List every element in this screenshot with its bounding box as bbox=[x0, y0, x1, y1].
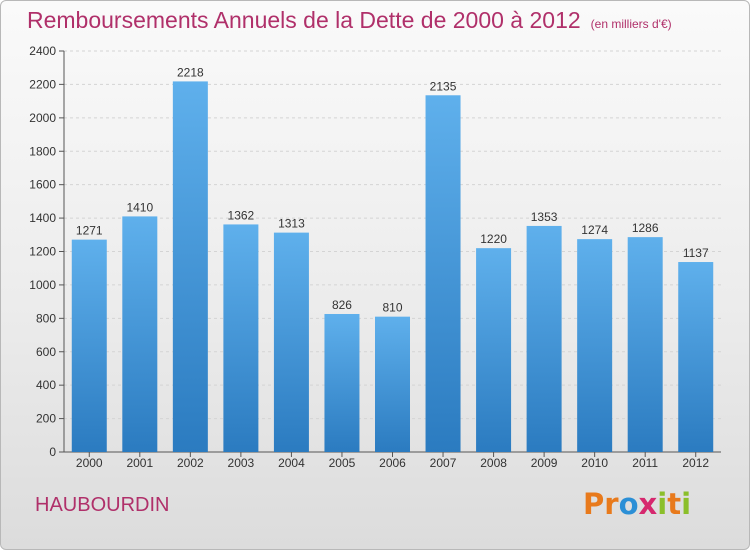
x-tick-label: 2011 bbox=[632, 456, 658, 470]
bar-value-label: 1410 bbox=[126, 200, 153, 214]
logo-letter: r bbox=[604, 487, 619, 521]
chart-title: Remboursements Annuels de la Dette de 20… bbox=[27, 7, 672, 34]
x-tick-label: 2009 bbox=[531, 456, 558, 470]
logo-letter: i bbox=[657, 487, 668, 521]
bar-value-label: 810 bbox=[382, 301, 402, 315]
bar bbox=[627, 237, 663, 452]
y-tick-label: 400 bbox=[36, 378, 56, 392]
logo-letter: P bbox=[583, 487, 605, 521]
y-tick-label: 600 bbox=[36, 345, 56, 359]
bar bbox=[71, 239, 107, 452]
bar bbox=[324, 313, 360, 452]
y-tick-label: 0 bbox=[49, 445, 56, 459]
bar bbox=[223, 224, 259, 452]
bar bbox=[678, 262, 714, 452]
logo-letter: x bbox=[638, 487, 658, 521]
x-tick-label: 2000 bbox=[76, 456, 103, 470]
logo-letter: t bbox=[667, 487, 682, 521]
y-tick-label: 2200 bbox=[29, 77, 56, 91]
y-tick-label: 1600 bbox=[29, 178, 56, 192]
x-tick-label: 2001 bbox=[126, 456, 153, 470]
bar-value-label: 826 bbox=[332, 298, 352, 312]
x-tick-label: 2002 bbox=[177, 456, 204, 470]
x-tick-label: 2006 bbox=[379, 456, 406, 470]
x-tick-label: 2012 bbox=[682, 456, 709, 470]
logo-letter: i bbox=[681, 487, 692, 521]
y-tick-label: 1000 bbox=[29, 278, 56, 292]
bar bbox=[375, 316, 410, 452]
bar bbox=[425, 95, 461, 452]
x-tick-label: 2007 bbox=[430, 456, 457, 470]
x-tick-label: 2010 bbox=[581, 456, 608, 470]
bar bbox=[577, 239, 613, 452]
y-tick-label: 1400 bbox=[29, 211, 56, 225]
bar-value-label: 1271 bbox=[76, 224, 103, 238]
y-tick-label: 200 bbox=[36, 412, 56, 426]
y-tick-label: 1200 bbox=[29, 245, 56, 259]
bar bbox=[172, 81, 208, 452]
bar bbox=[122, 216, 158, 452]
bar bbox=[526, 225, 562, 452]
bar-value-label: 1220 bbox=[480, 232, 507, 246]
logo-letter: o bbox=[618, 487, 639, 521]
bar-value-label: 1313 bbox=[278, 217, 305, 231]
bar-value-label: 1286 bbox=[632, 221, 659, 235]
city-name: HAUBOURDIN bbox=[35, 494, 170, 516]
x-tick-label: 2008 bbox=[480, 456, 507, 470]
bar-value-label: 2218 bbox=[177, 65, 204, 79]
bar-value-label: 1362 bbox=[228, 208, 255, 222]
bar bbox=[476, 248, 512, 452]
x-tick-label: 2003 bbox=[228, 456, 255, 470]
y-tick-label: 2000 bbox=[29, 111, 56, 125]
chart-title-text: Remboursements Annuels de la Dette de 20… bbox=[27, 7, 581, 33]
y-tick-label: 1800 bbox=[29, 144, 56, 158]
bar-value-label: 1274 bbox=[581, 223, 608, 237]
x-tick-label: 2005 bbox=[329, 456, 356, 470]
bar-value-label: 1353 bbox=[531, 210, 558, 224]
y-tick-label: 2400 bbox=[29, 44, 56, 58]
bar bbox=[273, 232, 309, 452]
bar-value-label: 1137 bbox=[683, 246, 709, 260]
bar-value-label: 2135 bbox=[430, 79, 457, 93]
proxiti-logo: Proxiti bbox=[583, 487, 691, 521]
y-tick-label: 800 bbox=[36, 311, 56, 325]
chart-subtitle: (en milliers d'€) bbox=[590, 17, 672, 31]
x-tick-label: 2004 bbox=[278, 456, 305, 470]
